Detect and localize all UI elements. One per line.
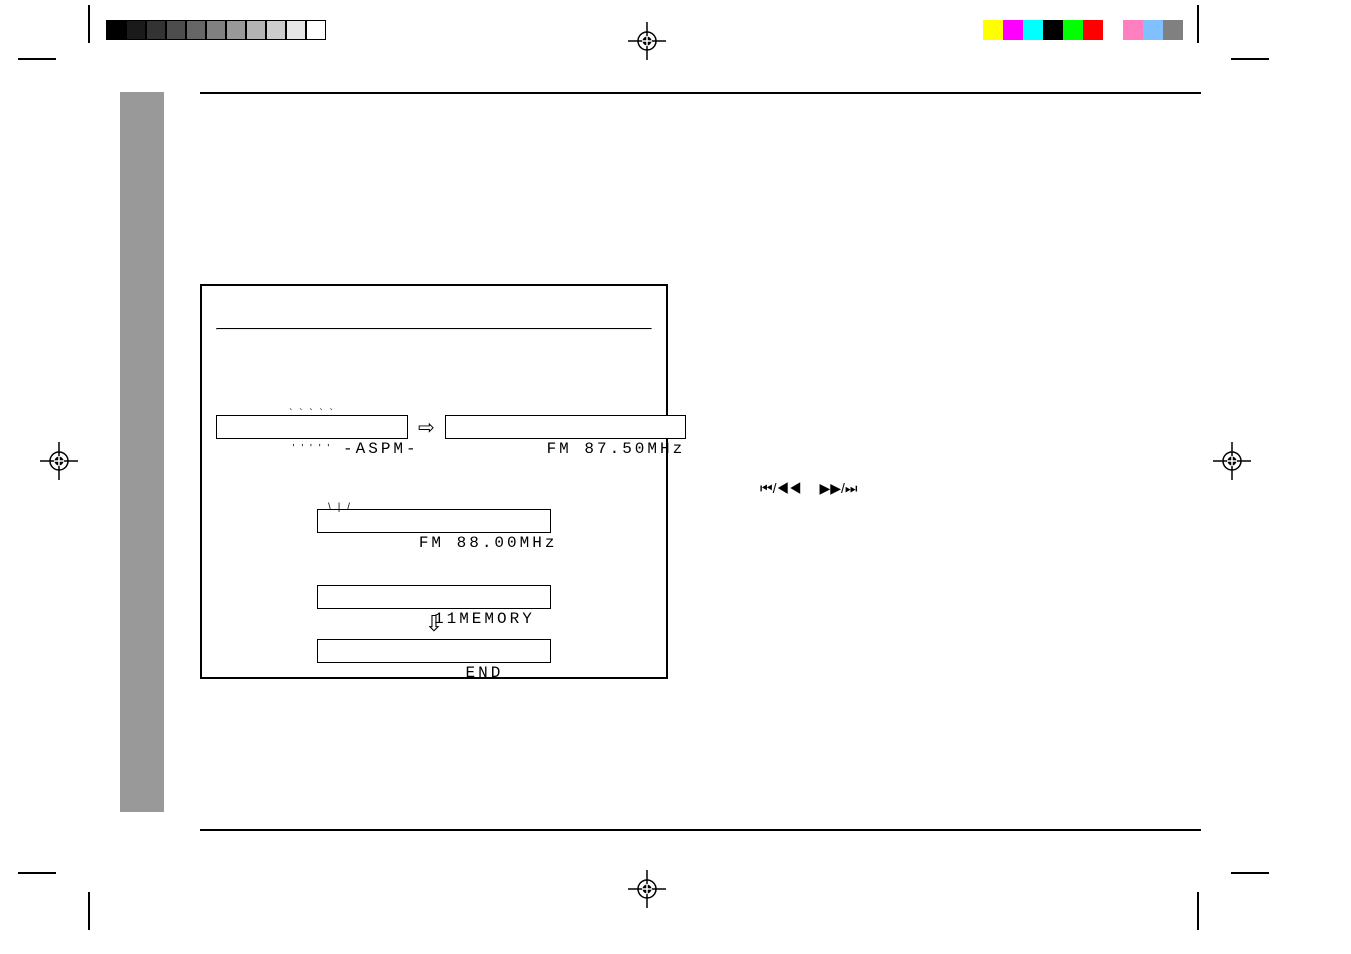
diagram-step-2: \ | / FM 88.00MHz: [216, 498, 652, 533]
swatch: [1143, 20, 1163, 40]
lcd-text: 11MEMORY: [434, 610, 535, 628]
swatch: [286, 20, 306, 40]
swatch: [226, 20, 246, 40]
blink-indicator: ' ' ' ' ': [265, 443, 360, 454]
registration-target: [40, 442, 78, 480]
lcd-display: 11MEMORY: [317, 585, 551, 609]
diagram-step-1: ` ` ` ` ` -ASPM- ' ' ' ' ' ⇨ FM 87.50MHz: [216, 404, 652, 450]
swatch: [983, 20, 1003, 40]
crop-mark: [18, 58, 56, 60]
swatch: [1103, 20, 1123, 40]
gray-margin-strip: [120, 92, 164, 812]
color-swatch-strip: [983, 20, 1183, 40]
crop-mark: [18, 872, 56, 874]
next-button-label: ▶▶/⏭: [819, 480, 857, 497]
crop-mark: [88, 5, 90, 43]
swatch: [1043, 20, 1063, 40]
swatch: [246, 20, 266, 40]
swatch: [126, 20, 146, 40]
blink-indicator: ` ` ` ` `: [265, 408, 360, 419]
swatch: [146, 20, 166, 40]
diagram-step-3: 11MEMORY ⇩ END: [216, 585, 652, 663]
transport-button-labels: ⏮/◀◀ ▶▶/⏭: [760, 480, 858, 497]
crop-mark: [88, 892, 90, 930]
lcd-text: FM 87.50MHz: [547, 440, 686, 458]
down-arrow-icon: ⇩: [216, 613, 652, 635]
grayscale-swatch-strip: [106, 20, 326, 40]
header-rule: [200, 92, 1201, 94]
registration-target: [628, 22, 666, 60]
lcd-sequence-diagram: ` ` ` ` ` -ASPM- ' ' ' ' ' ⇨ FM 87.50MHz…: [200, 284, 668, 679]
page-content: ` ` ` ` ` -ASPM- ' ' ' ' ' ⇨ FM 87.50MHz…: [200, 92, 1201, 831]
swatch: [1083, 20, 1103, 40]
swatch: [166, 20, 186, 40]
swatch: [1063, 20, 1083, 40]
footer-rule: [200, 829, 1201, 831]
crop-mark: [1231, 872, 1269, 874]
swatch: [206, 20, 226, 40]
crop-mark: [1197, 892, 1199, 930]
right-arrow-icon: ⇨: [418, 415, 435, 440]
lcd-text: END: [466, 664, 504, 682]
swatch: [306, 20, 326, 40]
swatch: [266, 20, 286, 40]
crop-mark: [1231, 58, 1269, 60]
swatch: [1163, 20, 1183, 40]
crop-mark: [1197, 5, 1199, 43]
lcd-text: FM 88.00MHz: [419, 534, 558, 552]
prev-button-label: ⏮/◀◀: [760, 480, 801, 497]
swatch: [186, 20, 206, 40]
swatch: [1003, 20, 1023, 40]
lcd-display: FM 87.50MHz: [445, 415, 686, 439]
swatch: [1023, 20, 1043, 40]
registration-target: [628, 870, 666, 908]
swatch: [106, 20, 126, 40]
blink-indicator-small: \ | /: [320, 502, 360, 513]
registration-target: [1213, 442, 1251, 480]
swatch: [1123, 20, 1143, 40]
